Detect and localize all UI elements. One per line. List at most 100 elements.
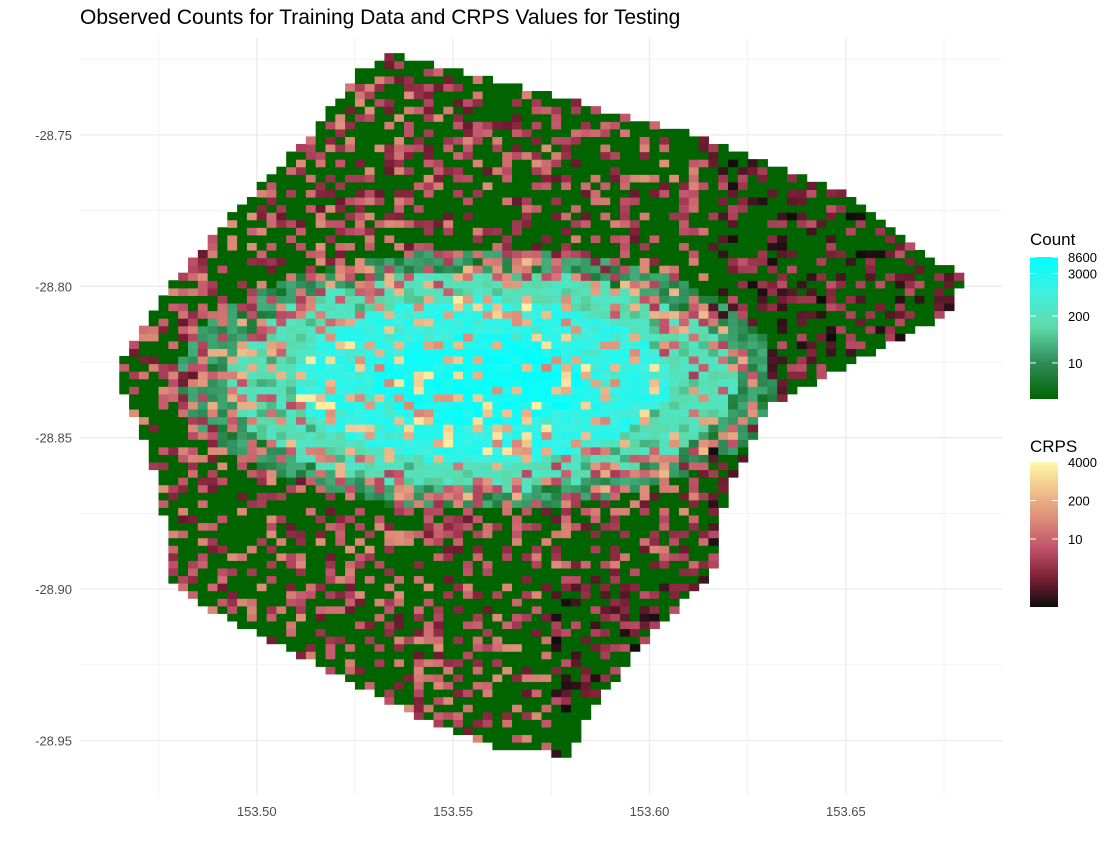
heatmap-cell xyxy=(335,469,346,478)
heatmap-cell xyxy=(561,514,572,524)
heatmap-cell xyxy=(894,318,906,327)
heatmap-cell xyxy=(472,212,484,221)
heatmap-cell xyxy=(119,371,130,380)
heatmap-cell xyxy=(404,249,415,259)
heatmap-cell xyxy=(354,295,366,304)
heatmap-cell xyxy=(462,143,474,153)
heatmap-cell xyxy=(286,454,297,463)
heatmap-cell xyxy=(669,272,680,281)
heatmap-cell xyxy=(688,249,700,259)
heatmap-cell xyxy=(345,461,356,471)
heatmap-cell xyxy=(462,340,474,349)
heatmap-cell xyxy=(492,265,503,274)
heatmap-cell xyxy=(413,113,425,122)
heatmap-cell xyxy=(531,272,543,281)
heatmap-cell xyxy=(649,159,660,168)
heatmap-cell xyxy=(462,719,474,728)
heatmap-cell xyxy=(394,151,405,160)
heatmap-cell xyxy=(276,318,287,327)
heatmap-cell xyxy=(639,408,651,418)
heatmap-cell xyxy=(433,484,444,493)
heatmap-cell xyxy=(472,295,484,304)
heatmap-cell xyxy=(217,257,228,266)
heatmap-cell xyxy=(639,310,651,319)
heatmap-cell xyxy=(570,196,582,206)
heatmap-cell xyxy=(649,575,660,584)
heatmap-cell xyxy=(512,136,523,145)
heatmap-cell xyxy=(777,318,788,327)
heatmap-cell xyxy=(698,552,710,561)
heatmap-cell xyxy=(453,310,464,319)
heatmap-cell xyxy=(384,689,395,698)
heatmap-cell xyxy=(178,537,189,546)
heatmap-cell xyxy=(188,257,199,266)
heatmap-cell xyxy=(806,333,818,342)
heatmap-cell xyxy=(551,719,562,728)
heatmap-cell xyxy=(423,249,435,259)
heatmap-cell xyxy=(649,605,660,614)
heatmap-cell xyxy=(678,287,690,296)
heatmap-cell xyxy=(531,499,543,508)
heatmap-cell xyxy=(394,401,405,410)
heatmap-cell xyxy=(777,295,788,304)
heatmap-cell xyxy=(404,189,415,198)
heatmap-cell xyxy=(580,378,592,387)
heatmap-cell xyxy=(276,219,287,228)
heatmap-cell xyxy=(492,348,503,357)
heatmap-cell xyxy=(325,113,336,122)
heatmap-cell xyxy=(629,325,641,334)
heatmap-cell xyxy=(531,704,543,713)
heatmap-cell xyxy=(845,242,857,251)
heatmap-cell xyxy=(423,643,435,652)
heatmap-cell xyxy=(688,340,700,349)
heatmap-cell xyxy=(315,166,327,175)
heatmap-cell xyxy=(757,242,768,251)
heatmap-cell xyxy=(875,310,886,319)
heatmap-cell xyxy=(708,159,719,168)
heatmap-cell xyxy=(423,371,435,380)
heatmap-cell xyxy=(305,567,317,577)
heatmap-cell xyxy=(531,530,543,539)
heatmap-cell xyxy=(541,598,552,607)
heatmap-cell xyxy=(541,302,552,312)
heatmap-cell xyxy=(580,174,592,183)
heatmap-cell xyxy=(678,583,690,592)
heatmap-cell xyxy=(227,484,238,493)
heatmap-cell xyxy=(217,401,228,410)
heatmap-cell xyxy=(394,461,405,471)
heatmap-cell xyxy=(384,643,395,652)
heatmap-cell xyxy=(620,484,631,493)
heatmap-cell xyxy=(845,302,857,312)
heatmap-cell xyxy=(227,598,238,607)
heatmap-cell xyxy=(354,280,366,289)
heatmap-cell xyxy=(531,212,543,221)
heatmap-cell xyxy=(541,174,552,183)
heatmap-cell xyxy=(600,280,611,289)
heatmap-cell xyxy=(551,128,562,138)
heatmap-cell xyxy=(865,340,876,349)
heatmap-cell xyxy=(570,477,582,486)
heatmap-cell xyxy=(296,636,307,645)
heatmap-cell xyxy=(384,265,395,274)
heatmap-cell xyxy=(472,204,484,213)
heatmap-cell xyxy=(207,333,219,342)
heatmap-cell xyxy=(757,227,768,236)
heatmap-cell xyxy=(620,348,631,357)
heatmap-cell xyxy=(364,666,376,675)
heatmap-cell xyxy=(649,552,660,561)
heatmap-cell xyxy=(315,583,327,592)
heatmap-cell xyxy=(620,393,631,402)
heatmap-cell xyxy=(698,454,710,463)
heatmap-cell xyxy=(561,272,572,281)
heatmap-cell xyxy=(237,234,248,243)
heatmap-cell xyxy=(217,265,228,274)
heatmap-cell xyxy=(227,613,238,622)
heatmap-cell xyxy=(423,590,435,599)
heatmap-cell xyxy=(541,204,552,213)
heatmap-cell xyxy=(384,371,395,380)
heatmap-cell xyxy=(453,439,464,448)
heatmap-cell xyxy=(728,257,739,266)
heatmap-cell xyxy=(482,75,494,85)
heatmap-cell xyxy=(649,514,660,524)
heatmap-cell xyxy=(600,378,611,387)
